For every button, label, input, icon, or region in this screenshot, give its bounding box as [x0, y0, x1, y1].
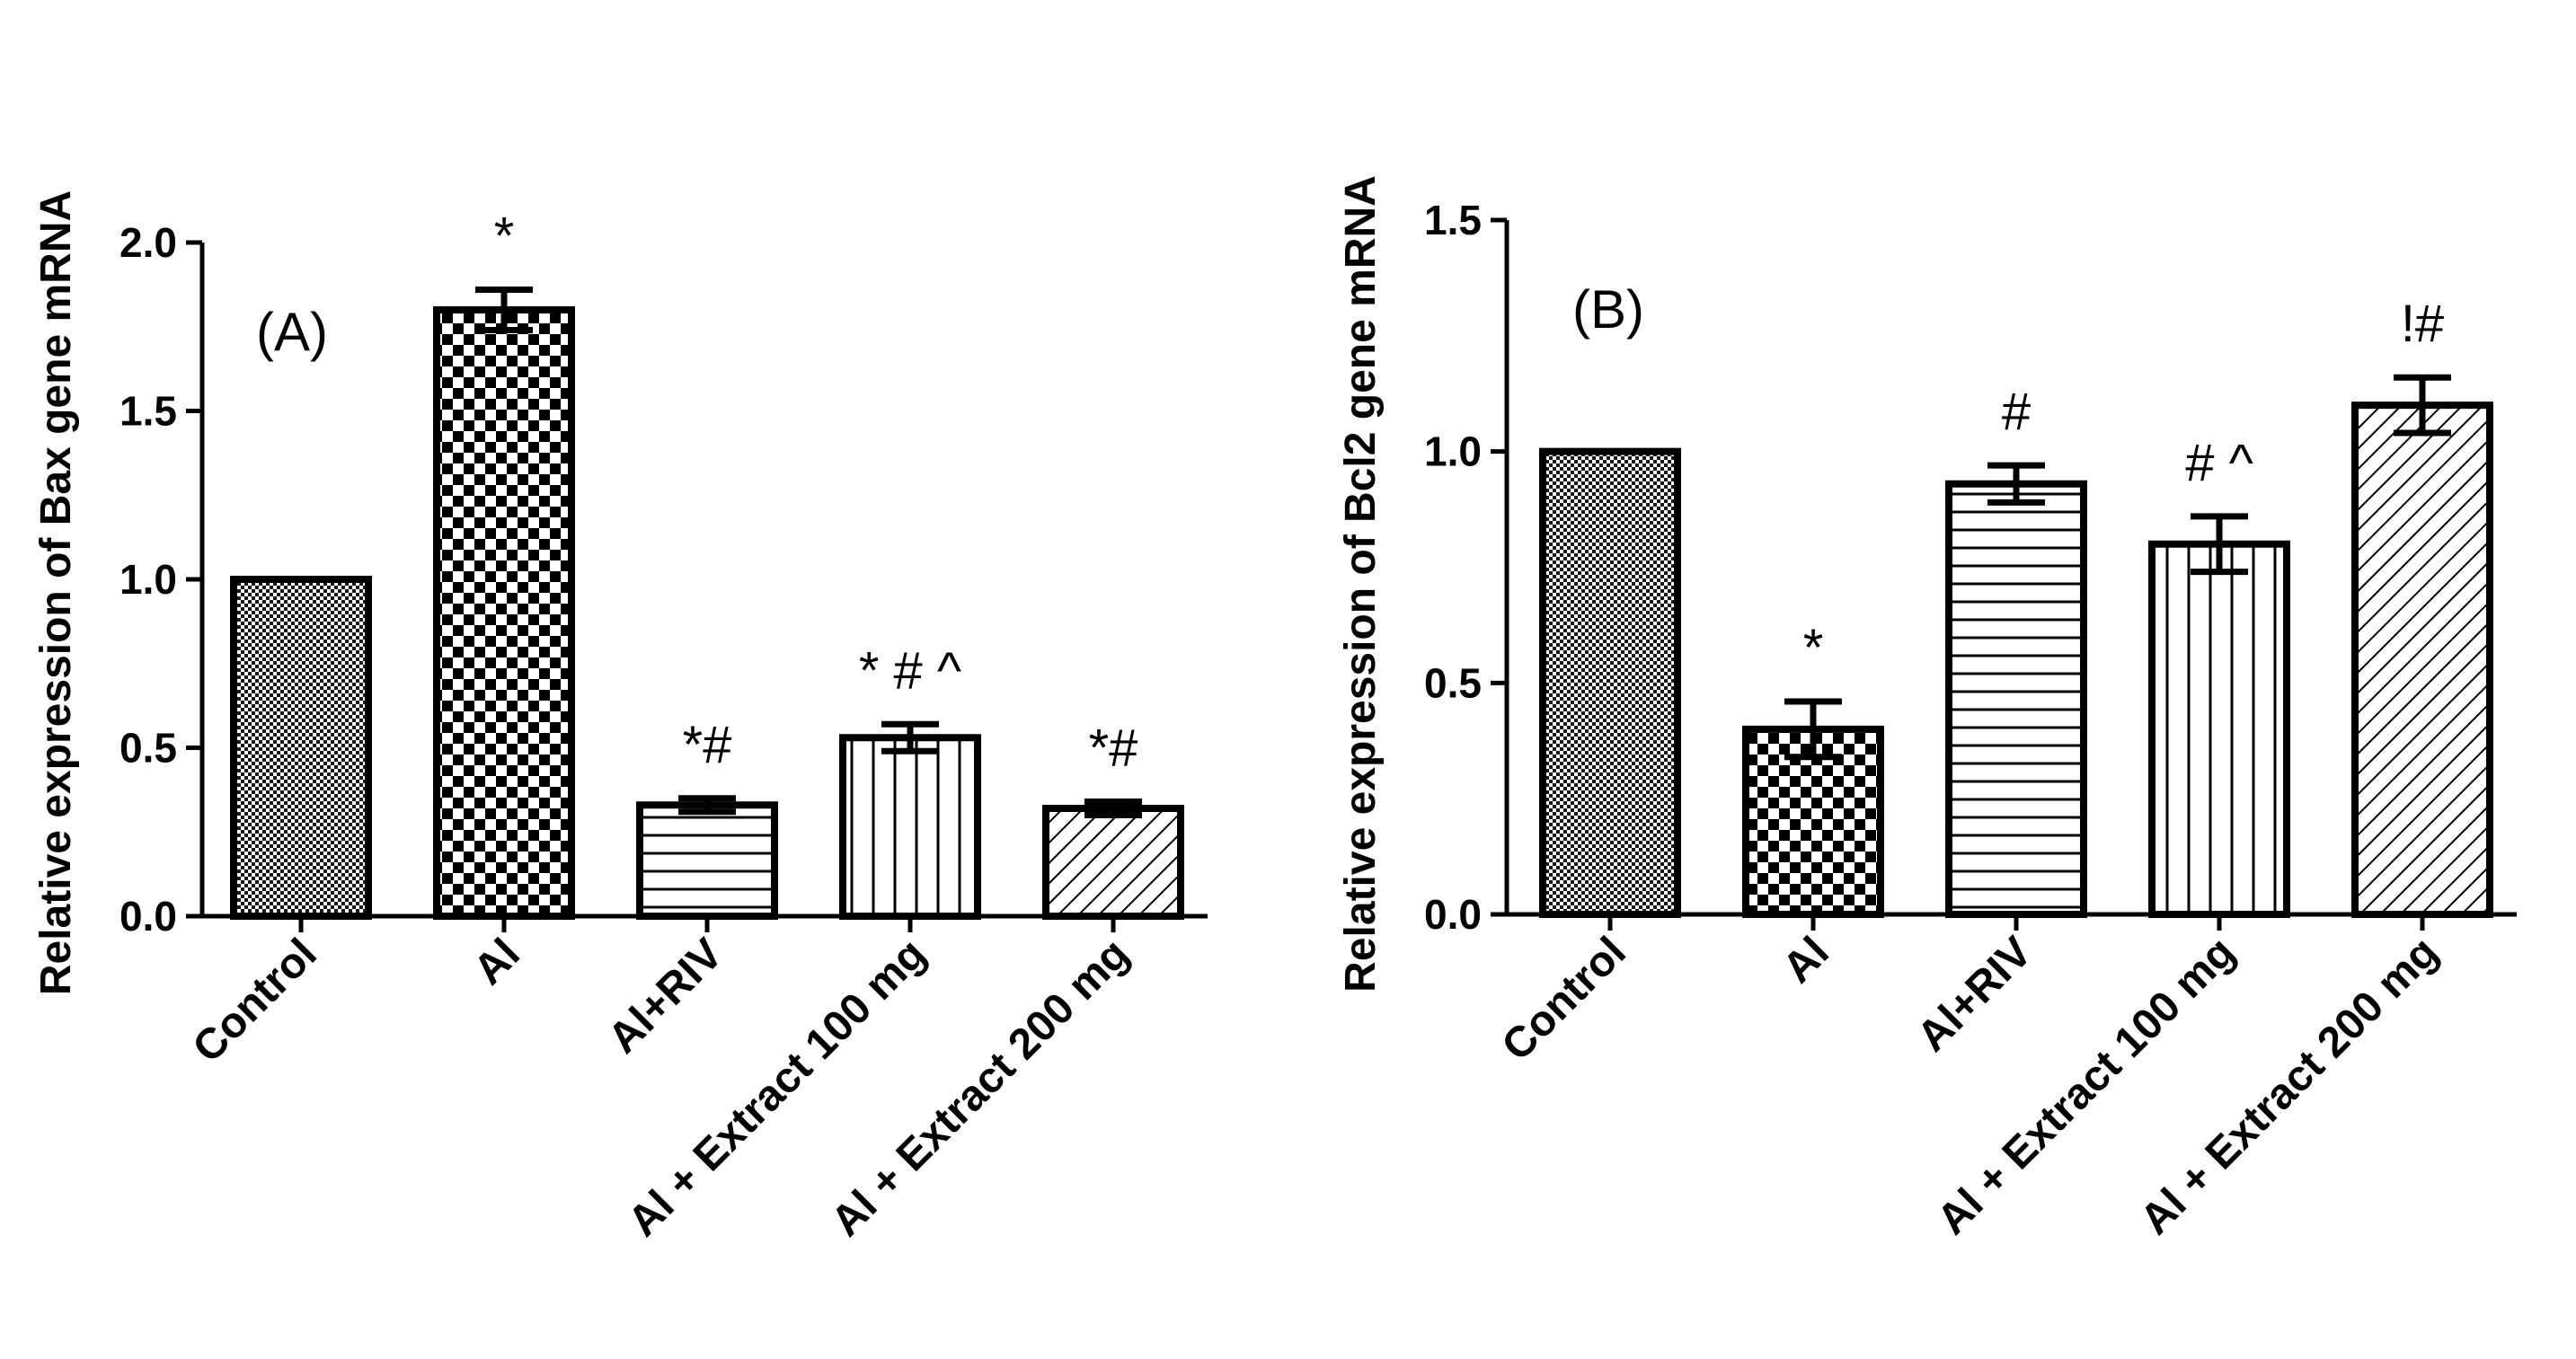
- bar: [636, 801, 778, 920]
- bar: [839, 734, 981, 920]
- significance-annotation: !#: [2401, 295, 2444, 353]
- y-tick-label: 2.0: [120, 219, 177, 266]
- significance-annotation: *: [1803, 619, 1824, 677]
- bar: [1945, 480, 2087, 918]
- significance-annotation: *#: [683, 716, 732, 774]
- chart-panel-a: (A) Relative expression of Bax gene mRNA…: [32, 190, 1208, 1246]
- y-tick-label: 1.0: [1424, 428, 1482, 475]
- category-label: Al+RIV: [1908, 928, 2041, 1061]
- y-tick-label: 1.5: [1424, 197, 1482, 243]
- y-axis-label: Relative expression of Bcl2 gene mRNA: [1337, 175, 1385, 993]
- category-label: Al: [1774, 928, 1837, 992]
- y-tick-label: 1.5: [120, 388, 177, 435]
- panel-label: (A): [256, 302, 328, 362]
- category-label: Al: [465, 930, 528, 993]
- category-label: Control: [184, 930, 326, 1072]
- significance-annotation: *#: [1089, 719, 1138, 778]
- significance-annotation: *: [494, 207, 515, 266]
- significance-annotation: #: [2002, 383, 2031, 441]
- significance-annotation: * # ^: [859, 641, 961, 700]
- y-tick-label: 1.0: [120, 556, 177, 603]
- chart-panel-b: (B) Relative expression of Bcl2 gene mRN…: [1337, 175, 2517, 1244]
- y-tick-label: 0.0: [120, 893, 177, 940]
- y-tick-label: 0.0: [1424, 891, 1482, 938]
- bar: [230, 576, 372, 920]
- bar: [2351, 402, 2493, 918]
- bar: [433, 306, 575, 920]
- category-label: Control: [1493, 928, 1635, 1070]
- y-tick-label: 0.5: [1424, 659, 1482, 706]
- significance-annotation: # ^: [2185, 434, 2253, 492]
- bar: [2148, 540, 2290, 918]
- panel-label: (B): [1572, 279, 1644, 340]
- bar: [1539, 447, 1681, 918]
- bar: [1042, 805, 1184, 920]
- category-label: Al+RIV: [599, 930, 732, 1063]
- y-axis-label: Relative expression of Bax gene mRNA: [32, 190, 80, 995]
- y-tick-label: 0.5: [120, 725, 177, 772]
